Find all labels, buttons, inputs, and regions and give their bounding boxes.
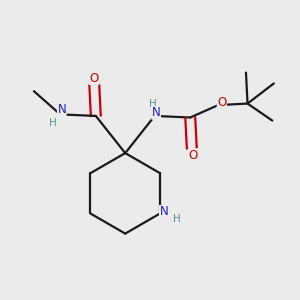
Text: N: N: [57, 103, 66, 116]
Text: N: N: [159, 206, 168, 218]
Text: O: O: [217, 95, 226, 109]
Text: H: H: [149, 99, 157, 109]
Text: N: N: [152, 106, 161, 119]
Text: O: O: [189, 149, 198, 162]
Text: H: H: [49, 118, 56, 128]
Text: O: O: [90, 72, 99, 85]
Text: H: H: [173, 214, 181, 224]
